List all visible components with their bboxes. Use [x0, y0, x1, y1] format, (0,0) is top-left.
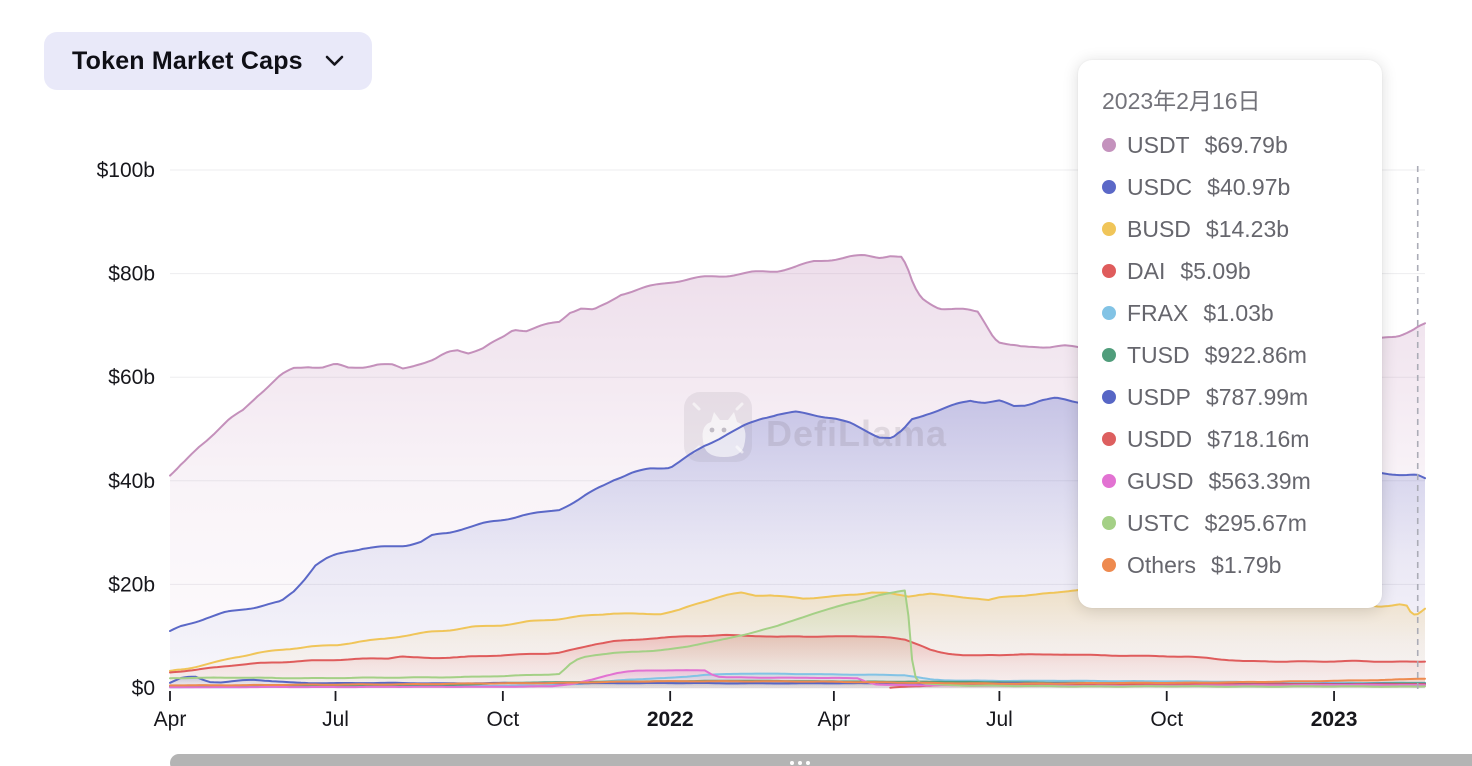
token-label: USDC [1127, 173, 1193, 200]
dai-line [169, 633, 1426, 674]
chart-tooltip: 2023年2月16日 USDT $69.79b USDC $40.97b BUSD $14… [1078, 60, 1382, 608]
usdc-series-dot-icon [1102, 180, 1116, 194]
chevron-down-icon [325, 55, 344, 66]
usdt-series-dot-icon [1102, 138, 1116, 152]
tooltip-row: Others $1.79b [1102, 544, 1358, 586]
token-label: USDP [1127, 383, 1191, 410]
usdp-series-dot-icon [1102, 390, 1116, 404]
x-axis-label: Oct [487, 708, 520, 731]
token-label: GUSD [1127, 467, 1194, 494]
tooltip-row: DAI $5.09b [1102, 250, 1358, 292]
ustc-series-dot-icon [1102, 516, 1116, 530]
busd-series-dot-icon [1102, 222, 1116, 236]
others-line [169, 677, 1426, 687]
gusd-series-dot-icon [1102, 474, 1116, 488]
x-axis-label: Oct [1150, 708, 1183, 731]
token-label: DAI [1127, 257, 1166, 284]
tooltip-row: GUSD $563.39m [1102, 460, 1358, 502]
token-label: USDT [1127, 131, 1190, 158]
x-axis-label: Apr [818, 708, 851, 731]
gusd-line [169, 669, 1426, 689]
tooltip-row: TUSD $922.86m [1102, 334, 1358, 376]
tusd-series-dot-icon [1102, 348, 1116, 362]
tooltip-rows: USDT $69.79b USDC $40.97b BUSD $14.23b DAI $5.0… [1102, 124, 1358, 586]
y-axis-label: $80b [108, 263, 155, 286]
usdd-series-dot-icon [1102, 432, 1116, 446]
x-axis-label: 2023 [1311, 708, 1358, 731]
x-axis-label: Apr [154, 708, 187, 731]
token-value: $40.97b [1207, 173, 1291, 200]
x-axis-label: Jul [986, 708, 1013, 731]
token-label: Others [1127, 551, 1197, 578]
tooltip-date: 2023年2月16日 [1102, 88, 1261, 114]
token-value: $563.39m [1208, 467, 1311, 494]
token-label: USDD [1127, 425, 1193, 452]
y-axis-label: $100b [97, 159, 155, 182]
y-axis-label: $20b [108, 573, 155, 596]
chart-zoom-scrollbar[interactable] [170, 754, 1472, 766]
y-axis-label: $0 [132, 677, 155, 700]
y-axis-label: $60b [108, 366, 155, 389]
frax-series-dot-icon [1102, 306, 1116, 320]
token-value: $14.23b [1205, 215, 1290, 242]
others-series-dot-icon [1102, 558, 1116, 572]
watermark-text: DefiLlama [766, 413, 947, 454]
ustc-area [170, 590, 1425, 688]
token-value: $1.03b [1203, 299, 1274, 326]
token-label: TUSD [1127, 341, 1190, 368]
scrollbar-grip-icon [790, 761, 810, 765]
x-axis-label: 2022 [647, 708, 694, 731]
tooltip-row: USDP $787.99m [1102, 376, 1358, 418]
token-value: $1.79b [1211, 551, 1282, 578]
token-value: $295.67m [1204, 509, 1307, 536]
token-value: $922.86m [1204, 341, 1307, 368]
tooltip-row: BUSD $14.23b [1102, 208, 1358, 250]
dai-series-dot-icon [1102, 264, 1116, 278]
chart-type-label: Token Market Caps [72, 46, 303, 75]
token-value: $718.16m [1207, 425, 1310, 452]
token-label: FRAX [1127, 299, 1189, 326]
defillama-watermark: DefiLlama [684, 392, 947, 462]
ustc-line [169, 589, 1426, 688]
y-axis-label: $40b [108, 470, 155, 493]
llama-icon [702, 412, 746, 457]
token-label: USTC [1127, 509, 1190, 536]
tooltip-row: USDT $69.79b [1102, 124, 1358, 166]
token-label: BUSD [1127, 215, 1191, 242]
tooltip-row: FRAX $1.03b [1102, 292, 1358, 334]
tooltip-row: USDD $718.16m [1102, 418, 1358, 460]
tooltip-row: USDC $40.97b [1102, 166, 1358, 208]
token-value: $69.79b [1204, 131, 1288, 158]
token-value: $5.09b [1180, 257, 1251, 284]
chart-type-selector[interactable]: Token Market Caps [44, 32, 372, 90]
token-value: $787.99m [1205, 383, 1309, 410]
tooltip-row: USTC $295.67m [1102, 502, 1358, 544]
x-axis-label: Jul [322, 708, 349, 731]
